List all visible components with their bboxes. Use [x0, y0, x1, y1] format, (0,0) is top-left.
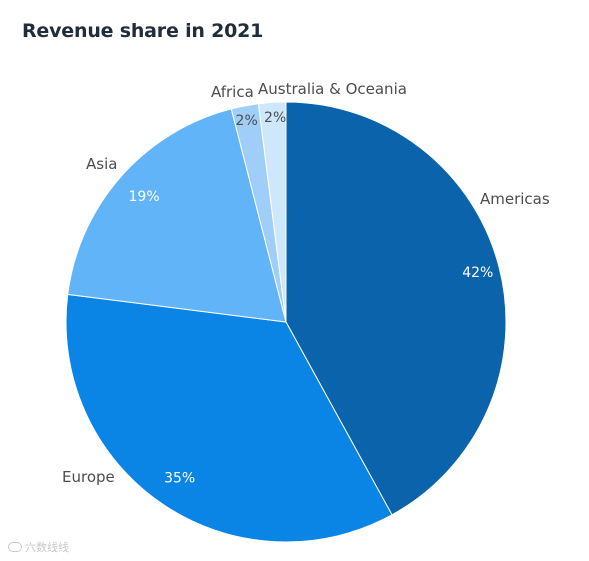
slice-label-africa: Africa	[211, 83, 254, 101]
watermark-text: 六数线线	[25, 541, 69, 554]
pct-label-asia: 19%	[129, 189, 160, 205]
pct-label-africa: 2%	[236, 113, 258, 129]
chart-title: Revenue share in 2021	[22, 20, 264, 42]
slice-label-asia: Asia	[86, 155, 117, 173]
watermark-logo-icon	[8, 542, 22, 552]
pct-label-australia-and-oceania: 2%	[264, 110, 286, 126]
slice-label-australia-and-oceania: Australia & Oceania	[258, 80, 407, 98]
pie-slice-australia-and-oceania	[257, 101, 287, 323]
pie-slice-asia	[67, 108, 287, 323]
slice-label-americas: Americas	[480, 190, 550, 208]
pct-label-americas: 42%	[462, 265, 493, 281]
pie-slice-americas	[285, 101, 507, 516]
slice-label-europe: Europe	[62, 468, 115, 486]
pct-label-europe: 35%	[164, 470, 195, 486]
pie-slice-europe	[65, 293, 393, 543]
watermark: 六数线线	[8, 539, 69, 555]
